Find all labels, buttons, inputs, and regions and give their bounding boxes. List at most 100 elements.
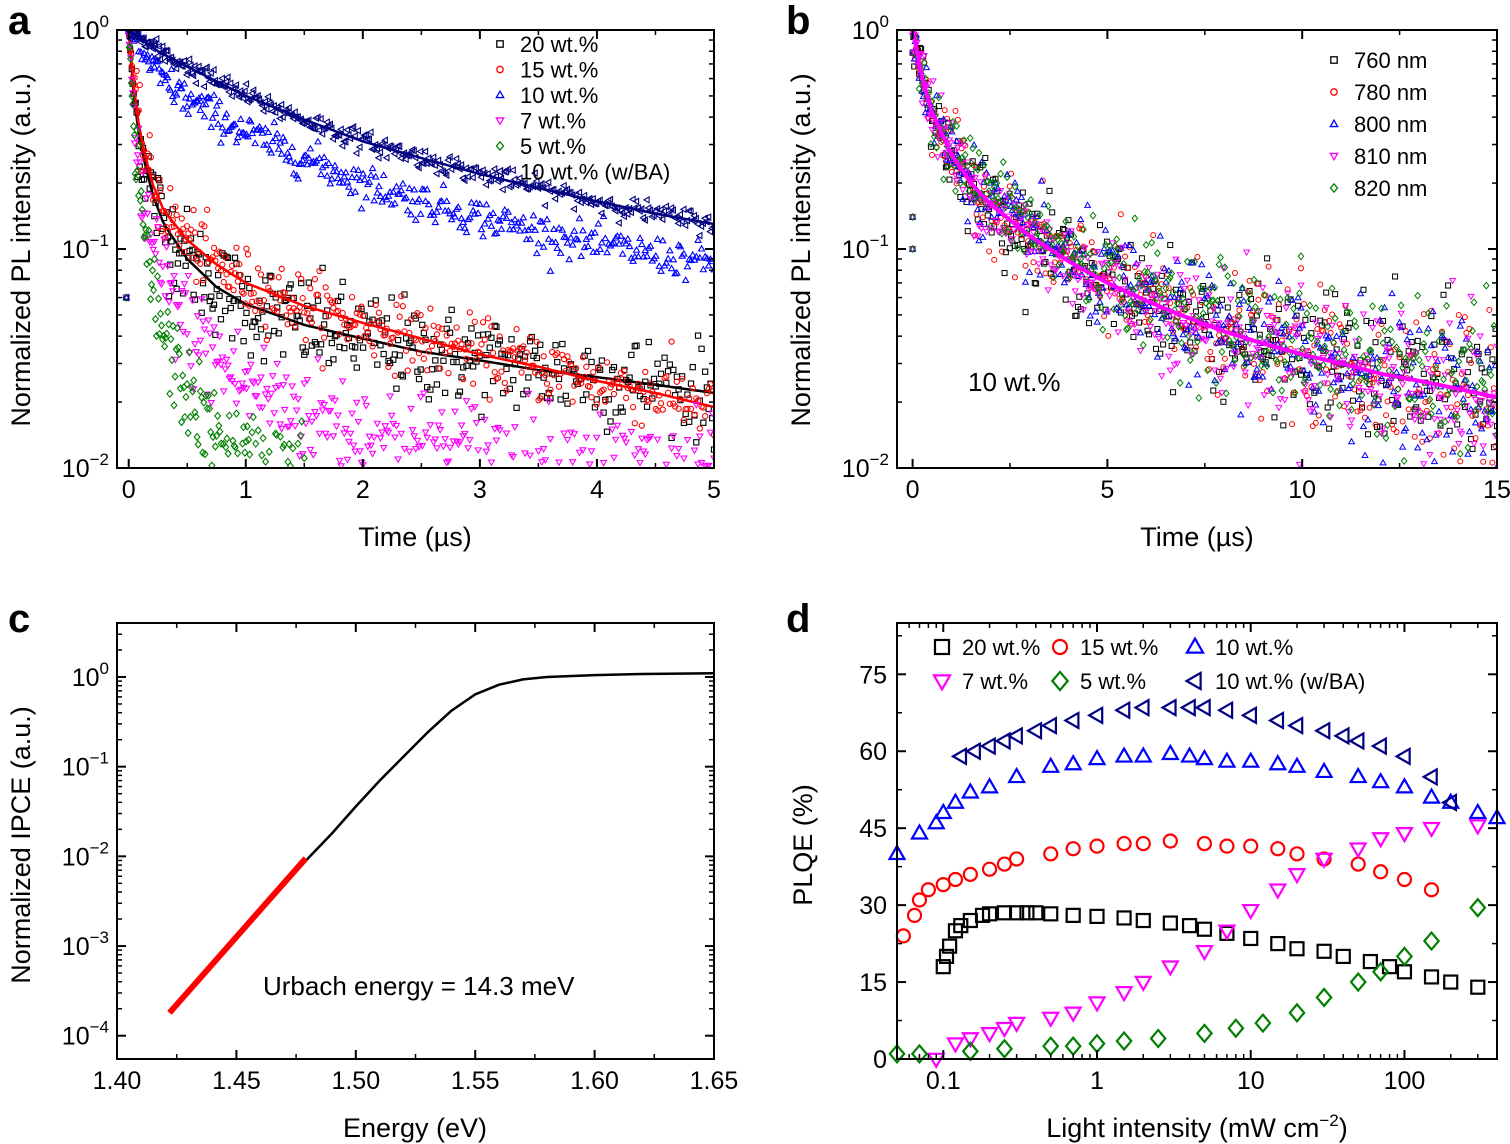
data-point xyxy=(1323,289,1330,296)
data-point xyxy=(910,55,918,62)
data-point xyxy=(161,342,169,351)
data-point xyxy=(1453,412,1461,421)
data-point xyxy=(1197,260,1206,268)
data-point xyxy=(324,292,331,299)
data-point xyxy=(1217,924,1237,941)
data-point xyxy=(254,426,262,435)
data-point xyxy=(1406,394,1414,403)
data-point xyxy=(438,346,445,353)
data-point xyxy=(427,386,434,393)
legend-label: 20 wt.% xyxy=(962,635,1040,660)
data-point xyxy=(1298,322,1307,330)
data-point xyxy=(1225,312,1233,319)
data-point xyxy=(571,366,578,373)
series-1 xyxy=(123,30,714,439)
data-point xyxy=(587,448,596,456)
data-point xyxy=(296,431,305,440)
data-point xyxy=(1327,385,1335,394)
data-point xyxy=(948,124,956,133)
data-point xyxy=(1492,443,1497,450)
data-point xyxy=(274,308,281,315)
data-point xyxy=(1109,251,1116,261)
data-point xyxy=(1311,342,1318,349)
data-point xyxy=(1294,354,1302,363)
data-point xyxy=(1364,388,1372,396)
data-point xyxy=(452,154,460,163)
data-point xyxy=(382,153,390,162)
data-point xyxy=(240,290,247,297)
data-point xyxy=(441,389,449,397)
data-point xyxy=(167,261,174,268)
legend-marker xyxy=(1329,118,1339,128)
x-tick-label: 2 xyxy=(356,476,370,504)
data-point xyxy=(1344,340,1351,347)
data-point xyxy=(942,164,949,171)
x-tick-label: 100 xyxy=(1384,1067,1426,1095)
data-point xyxy=(1455,357,1463,366)
data-point xyxy=(1213,340,1220,347)
data-point xyxy=(190,206,197,214)
data-point xyxy=(1309,423,1316,430)
y-tick-label: 30 xyxy=(859,892,887,920)
data-point xyxy=(437,197,446,205)
data-point xyxy=(1041,260,1048,267)
data-point xyxy=(273,430,281,439)
data-point xyxy=(196,337,205,345)
data-point xyxy=(1132,283,1140,292)
data-point xyxy=(286,418,295,425)
data-point xyxy=(1295,461,1304,468)
data-point xyxy=(690,255,699,263)
data-point xyxy=(518,369,525,376)
data-point xyxy=(1397,301,1405,310)
data-point xyxy=(1140,301,1149,309)
data-point xyxy=(1183,257,1191,266)
data-point xyxy=(216,248,223,255)
data-point xyxy=(378,429,387,437)
data-point xyxy=(197,260,204,267)
data-point xyxy=(1127,297,1135,306)
data-point xyxy=(1427,372,1436,379)
data-point xyxy=(658,236,667,244)
data-point xyxy=(191,296,199,303)
data-point xyxy=(346,189,355,197)
data-point xyxy=(694,236,702,243)
data-point xyxy=(1472,435,1479,442)
data-point xyxy=(939,125,948,132)
data-point xyxy=(156,309,165,318)
data-point xyxy=(1214,391,1221,398)
y-tick-exp: 0 xyxy=(100,12,109,31)
data-point xyxy=(334,412,342,420)
y-tick-label: 10−4 xyxy=(62,1018,109,1051)
data-point xyxy=(1322,347,1330,356)
data-point xyxy=(1393,428,1400,435)
data-point xyxy=(1089,838,1105,854)
data-point xyxy=(221,307,229,315)
data-point xyxy=(1387,325,1394,334)
data-point xyxy=(690,447,699,455)
data-point xyxy=(1265,263,1272,270)
data-point xyxy=(663,379,670,387)
data-point xyxy=(306,446,315,454)
data-point xyxy=(441,436,450,443)
data-point xyxy=(1135,912,1151,929)
data-point xyxy=(1244,402,1252,409)
data-point xyxy=(566,358,573,365)
data-point xyxy=(199,277,207,284)
data-point xyxy=(217,316,225,323)
data-point xyxy=(1381,326,1388,335)
data-point xyxy=(258,450,266,460)
data-point xyxy=(263,303,271,310)
data-point xyxy=(285,439,293,449)
data-point xyxy=(1313,337,1321,346)
data-point xyxy=(432,445,441,453)
data-point xyxy=(643,251,651,259)
panel-b-ylabel: Normalized PL intensity (a.u.) xyxy=(786,73,816,426)
data-point xyxy=(1138,281,1146,290)
data-point xyxy=(1160,743,1180,761)
data-point xyxy=(163,263,172,270)
data-point xyxy=(1171,346,1178,353)
data-point xyxy=(588,394,595,401)
ipce-line xyxy=(168,672,714,1014)
data-point xyxy=(1254,371,1263,379)
